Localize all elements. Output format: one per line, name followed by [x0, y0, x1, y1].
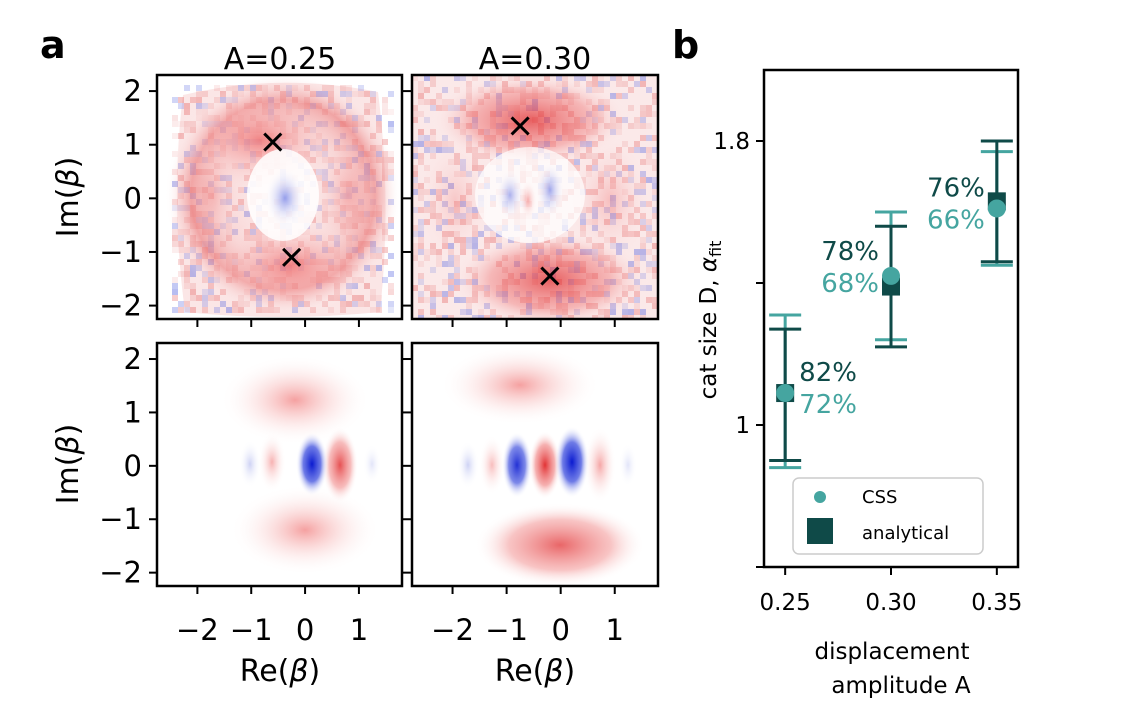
- ylabel-b: cat size D, αfit: [696, 241, 725, 400]
- wigner-theory-a030: [412, 343, 658, 586]
- ylabel-bottom: Im(β): [51, 424, 86, 505]
- y-tick-label: 1: [124, 128, 142, 162]
- x-tick-label: 0: [296, 613, 314, 647]
- cat-peak-marker: [282, 247, 302, 267]
- b-x-tick-label: 0.35: [971, 590, 1022, 616]
- cat-peak-markers: [263, 116, 560, 286]
- b-x-tick-label: 0.30: [865, 590, 916, 616]
- pct-analytical-label: 82%: [799, 358, 857, 388]
- pct-analytical-label: 76%: [927, 173, 985, 203]
- b-y-tick-label: 1: [735, 413, 750, 439]
- x-tick-label: 0: [551, 613, 569, 647]
- x-tick-label: 1: [606, 613, 624, 647]
- xlabel-b-line1: displacement: [814, 639, 969, 665]
- wigner-exp-a030: [412, 75, 658, 319]
- y-tick-label: 0: [124, 449, 142, 483]
- frame-b1: [155, 341, 404, 588]
- b-x-tick-label: 0.25: [760, 590, 811, 616]
- legend-css-marker: [814, 491, 826, 503]
- pct-css-label: 68%: [821, 269, 879, 299]
- pct-css-label: 72%: [799, 390, 857, 420]
- x-tick-label: −1: [230, 613, 273, 647]
- point-css: [776, 384, 795, 403]
- y-tick-label: 1: [124, 395, 142, 429]
- y-ticks-top: 2 1 0 −1 −2: [99, 74, 412, 323]
- xlabel-b-line2: amplitude A: [831, 673, 971, 699]
- pct-analytical-label: 78%: [821, 237, 879, 267]
- b-y-tick-label: 1.8: [713, 129, 750, 155]
- col-title-a025: A=0.25: [224, 42, 336, 77]
- ylabel-top: Im(β): [51, 157, 86, 238]
- wigner-exp-a025: [165, 75, 401, 317]
- frame-b2: [410, 341, 660, 588]
- cat-peak-marker: [263, 132, 283, 152]
- legend-css-label: CSS: [862, 487, 897, 508]
- panel-b-letter: b: [672, 23, 699, 67]
- y-tick-label: −1: [99, 235, 142, 269]
- col-title-a030: A=0.30: [479, 42, 591, 77]
- cat-peak-marker: [540, 266, 560, 286]
- y-tick-label: −2: [99, 289, 142, 323]
- legend-analytical-label: analytical: [862, 523, 949, 544]
- xlabel-left: Re(β): [240, 654, 321, 689]
- y-tick-label: 0: [124, 181, 142, 215]
- x-tick-label: −2: [176, 613, 219, 647]
- frame-a1: [155, 73, 404, 321]
- frame-a2: [410, 73, 660, 321]
- point-css: [882, 266, 900, 285]
- wigner-theory-a025: [157, 343, 402, 586]
- legend: CSS analytical: [792, 477, 984, 555]
- xlabel-right: Re(β): [495, 654, 576, 689]
- y-ticks-bottom: 2 1 0 −1 −2: [99, 342, 412, 590]
- x-tick-label: −1: [485, 613, 528, 647]
- point-css: [987, 199, 1006, 218]
- y-tick-label: 2: [124, 74, 142, 108]
- pct-css-label: 66%: [927, 205, 985, 235]
- cat-peak-marker: [510, 116, 530, 136]
- legend-box: [792, 477, 984, 555]
- plot-b: 0.25 0.30 0.35 1.8 1 82%72% 78%68% 76%66%: [713, 129, 1022, 616]
- panel-a-letter: a: [40, 23, 66, 67]
- y-tick-label: −1: [99, 502, 142, 536]
- x-tick-label: 1: [350, 613, 368, 647]
- legend-analytical-marker: [807, 518, 833, 544]
- x-tick-label: −2: [431, 613, 474, 647]
- x-ticks: −2 −1 0 1 −2 −1 0 1: [176, 319, 624, 647]
- y-tick-label: −2: [99, 556, 142, 590]
- y-tick-label: 2: [124, 342, 142, 376]
